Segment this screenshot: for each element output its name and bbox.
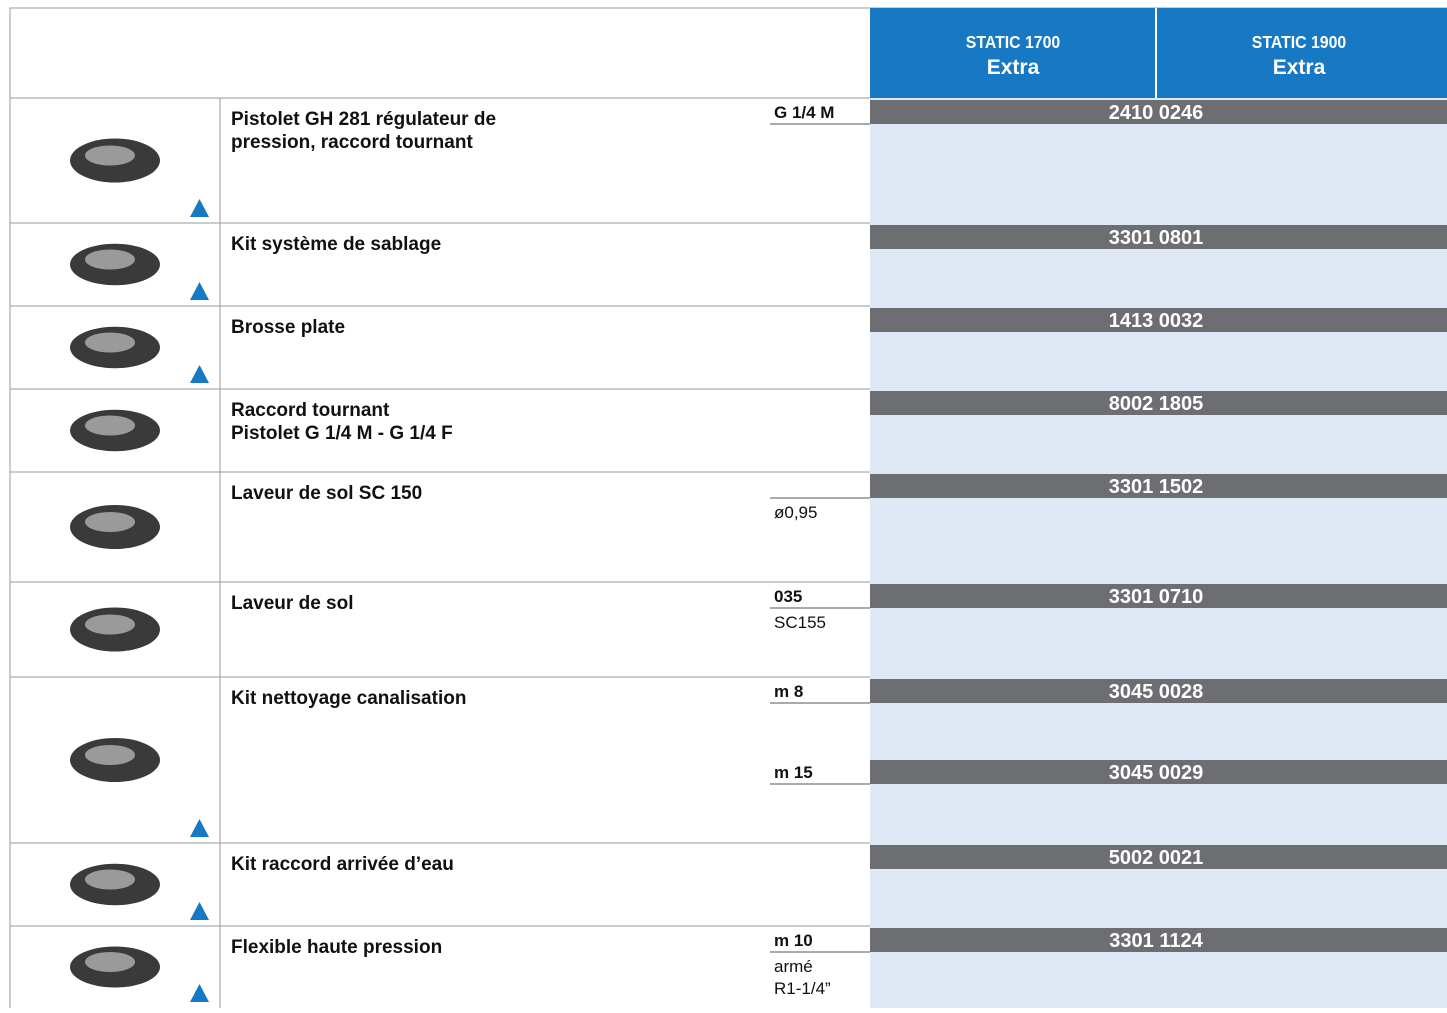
spec: G 1/4 M — [774, 103, 834, 122]
code-bar — [870, 760, 1447, 784]
code: 2410 0246 — [1109, 102, 1204, 124]
code-bar — [870, 308, 1447, 332]
code-bar — [870, 845, 1447, 869]
product-image — [70, 505, 160, 549]
product-image — [70, 138, 160, 183]
code-bar — [870, 584, 1447, 608]
image-highlight — [85, 614, 135, 635]
spec-note: R1-1/4” — [774, 979, 831, 998]
code: 3301 0710 — [1109, 586, 1204, 608]
triangle-icon — [190, 282, 209, 300]
spec: m 8 — [774, 682, 803, 701]
model-name: STATIC 1700 — [966, 32, 1060, 52]
spec-note: ø0,95 — [774, 503, 817, 522]
product-image — [70, 607, 160, 652]
code: 8002 1805 — [1109, 393, 1204, 415]
image-highlight — [85, 512, 135, 532]
image-highlight — [85, 415, 135, 436]
product-image — [70, 738, 160, 782]
spec-note: SC155 — [774, 613, 826, 632]
code-bar — [870, 928, 1447, 952]
code: 3301 1124 — [1109, 930, 1203, 952]
code-bar — [870, 225, 1447, 249]
code-bar — [870, 100, 1447, 124]
image-highlight — [85, 869, 135, 890]
description: Kit système de sablage — [231, 234, 441, 255]
product-image — [70, 863, 160, 906]
triangle-icon — [190, 199, 209, 217]
code: 3045 0029 — [1109, 762, 1204, 784]
image-highlight — [85, 249, 135, 270]
spec: m 10 — [774, 931, 813, 950]
model-variant: Extra — [1273, 56, 1326, 79]
product-image — [70, 326, 160, 369]
description: Kit raccord arrivée d’eau — [231, 854, 454, 875]
image-highlight — [85, 145, 135, 166]
triangle-icon — [190, 819, 209, 837]
triangle-icon — [190, 984, 209, 1002]
description: Kit nettoyage canalisation — [231, 688, 466, 709]
image-highlight — [85, 745, 135, 765]
description: Flexible haute pression — [231, 937, 442, 958]
code: 5002 0021 — [1109, 847, 1204, 869]
code: 3045 0028 — [1109, 681, 1204, 703]
description: Raccord tournant — [231, 400, 390, 421]
code: 3301 0801 — [1109, 227, 1204, 249]
header-blue — [870, 8, 1447, 98]
product-image — [70, 946, 160, 988]
product-image — [70, 243, 160, 286]
spec-note: armé — [774, 957, 813, 976]
description: Brosse plate — [231, 317, 345, 338]
description: Laveur de sol SC 150 — [231, 483, 422, 504]
code: 1413 0032 — [1109, 310, 1204, 332]
spec: m 15 — [774, 763, 813, 782]
triangle-icon — [190, 902, 209, 920]
model-name: STATIC 1900 — [1252, 32, 1346, 52]
description: Laveur de sol — [231, 593, 354, 614]
code-bar — [870, 679, 1447, 703]
code: 3301 1502 — [1109, 476, 1204, 498]
description: Pistolet G 1/4 M - G 1/4 F — [231, 423, 453, 444]
product-image — [70, 409, 160, 452]
spec: 035 — [774, 587, 802, 606]
code-bar — [870, 391, 1447, 415]
triangle-icon — [190, 365, 209, 383]
image-highlight — [85, 332, 135, 353]
model-variant: Extra — [987, 56, 1040, 79]
description: pression, raccord tournant — [231, 132, 473, 153]
image-highlight — [85, 952, 135, 972]
code-bar — [870, 474, 1447, 498]
description: Pistolet GH 281 régulateur de — [231, 109, 496, 130]
